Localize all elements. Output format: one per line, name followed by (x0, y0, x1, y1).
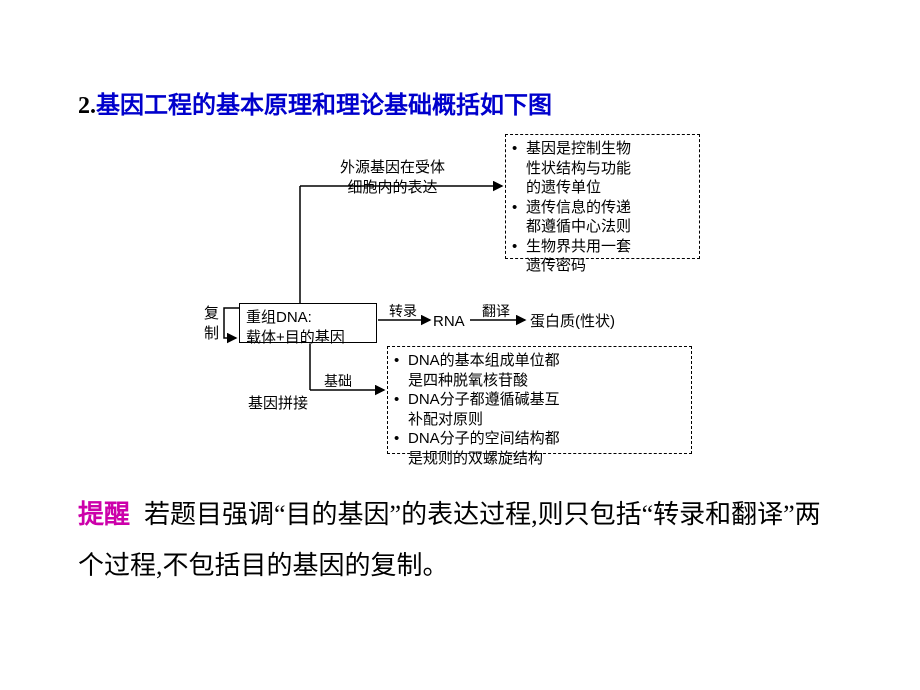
bullet-icon: • (394, 351, 408, 390)
expression-label: 外源基因在受体 细胞内的表达 (340, 158, 445, 197)
heading-text: 基因工程的基本原理和理论基础概括如下图 (96, 93, 552, 119)
dna-box-line1: 重组DNA: (246, 308, 370, 328)
basis-label: 基础 (324, 372, 352, 390)
bullet-icon: • (512, 237, 526, 276)
bullet-icon: • (394, 390, 408, 429)
bullet-icon: • (512, 139, 526, 198)
section-heading: 2.基因工程的基本原理和理论基础概括如下图 (78, 85, 552, 120)
splice-label: 基因拼接 (248, 394, 308, 414)
principle-item: •生物界共用一套 遗传密码 (512, 237, 693, 276)
footer-note: 提醒若题目强调“目的基因”的表达过程,则只包括“转录和翻译”两个过程,不包括目的… (78, 490, 838, 591)
principle-text: DNA分子的空间结构都 是规则的双螺旋结构 (408, 429, 685, 468)
translate-label: 翻译 (482, 302, 510, 320)
flow-diagram: •基因是控制生物 性状结构与功能 的遗传单位 •遗传信息的传递 都遵循中心法则 … (180, 130, 740, 465)
tip-label: 提醒 (78, 500, 130, 529)
dna-box-line2: 载体+目的基因 (246, 328, 370, 348)
footer-body: 若题目强调“目的基因”的表达过程,则只包括“转录和翻译”两个过程,不包括目的基因… (78, 500, 821, 580)
bottom-principles-box: •DNA的基本组成单位都 是四种脱氧核苷酸 •DNA分子都遵循碱基互 补配对原则… (387, 346, 692, 454)
heading-number: 2. (78, 93, 96, 119)
transcribe-label: 转录 (389, 302, 417, 320)
recombinant-dna-box: 重组DNA: 载体+目的基因 (239, 303, 377, 343)
principle-text: 遗传信息的传递 都遵循中心法则 (526, 198, 693, 237)
principle-text: 生物界共用一套 遗传密码 (526, 237, 693, 276)
principle-text: 基因是控制生物 性状结构与功能 的遗传单位 (526, 139, 693, 198)
top-principles-box: •基因是控制生物 性状结构与功能 的遗传单位 •遗传信息的传递 都遵循中心法则 … (505, 134, 700, 259)
protein-label: 蛋白质(性状) (530, 312, 615, 332)
principle-item: •DNA分子都遵循碱基互 补配对原则 (394, 390, 685, 429)
rna-label: RNA (433, 312, 465, 332)
principle-item: •DNA分子的空间结构都 是规则的双螺旋结构 (394, 429, 685, 468)
bullet-icon: • (394, 429, 408, 468)
principle-item: •DNA的基本组成单位都 是四种脱氧核苷酸 (394, 351, 685, 390)
replication-label: 复 制 (204, 304, 219, 343)
principle-text: DNA的基本组成单位都 是四种脱氧核苷酸 (408, 351, 685, 390)
bullet-icon: • (512, 198, 526, 237)
principle-item: •基因是控制生物 性状结构与功能 的遗传单位 (512, 139, 693, 198)
principle-text: DNA分子都遵循碱基互 补配对原则 (408, 390, 685, 429)
principle-item: •遗传信息的传递 都遵循中心法则 (512, 198, 693, 237)
